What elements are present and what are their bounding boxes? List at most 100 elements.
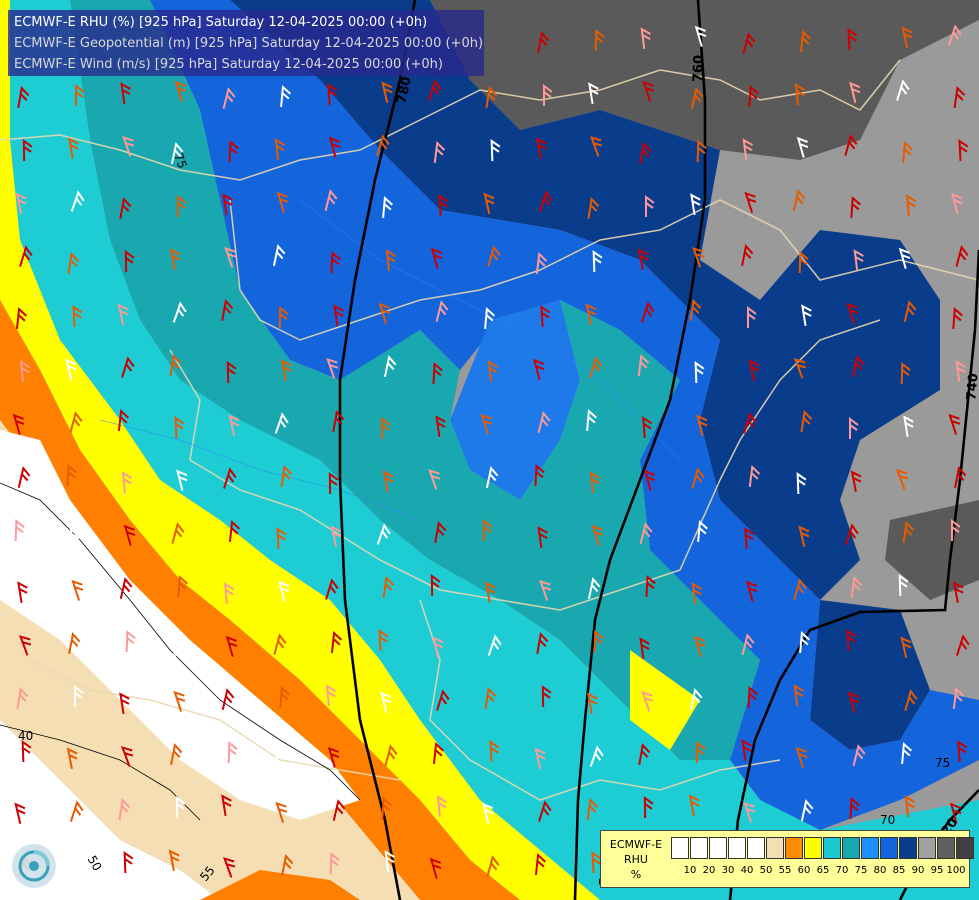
wind-barb-icon [487,634,502,656]
wind-barb-icon [534,852,547,876]
wind-barb-icon [280,464,293,488]
wind-barb-icon [688,794,700,817]
wind-barb-icon [435,300,449,322]
wind-barb-icon [174,416,185,439]
wind-barb-icon [638,743,651,766]
legend-level-label: 95 [930,865,944,876]
wind-barb-icon [643,796,654,819]
wind-barb-icon [327,83,338,106]
wind-barb-icon [276,191,289,213]
wind-barb-icon [694,361,705,384]
wind-barb-icon [796,472,807,495]
wind-barb-icon [643,469,656,491]
wind-barb-icon [745,580,758,602]
wind-barb-icon [383,355,397,377]
wind-barb-icon [168,849,180,872]
wind-barb-icon [280,84,291,108]
legend-level-label: 85 [892,865,906,876]
wind-barb-icon [793,684,805,707]
wind-barb-icon [641,690,654,712]
wind-barb-icon [800,409,813,433]
wind-barb-icon [118,797,131,821]
wind-barb-icon [639,522,653,544]
wind-barb-icon [645,195,655,217]
wind-barb-icon [748,359,760,382]
wind-barb-icon [537,411,551,433]
wind-barb-icon [900,361,911,385]
wind-barb-icon [176,796,186,818]
wind-barb-icon [435,415,446,438]
wind-barb-icon [901,741,912,765]
wind-barb-icon [645,574,656,598]
wind-barb-icon [642,80,655,102]
wind-barb-icon [903,415,914,438]
wind-barb-icon [123,524,136,546]
rhu-label-70: 70 [880,813,895,827]
wind-barb-icon [222,857,236,878]
rhu-label-75a: 75 [171,151,189,170]
legend-level-label: 70 [835,865,849,876]
wind-barb-icon [117,408,130,432]
wind-barb-icon [17,581,28,604]
wind-barb-icon [221,299,234,322]
wind-barb-icon [223,467,237,489]
wind-barb-icon [955,360,966,383]
wind-barb-icon [484,306,495,330]
wind-barb-icon [66,747,78,770]
wind-barb-icon [853,249,864,272]
wind-barb-icon [332,410,345,433]
wind-barb-icon [22,139,33,162]
wind-barb-icon [849,417,859,439]
wind-barb-icon [327,746,340,768]
wind-barb-icon [330,525,342,547]
wind-barb-icon [742,412,757,434]
wind-barb-icon [742,32,756,54]
legend-swatch [804,837,822,859]
wind-barb-icon [69,526,80,549]
wind-barb-icon [844,134,858,156]
wind-barb-icon [170,743,183,766]
legend-level-label: 100 [946,865,966,876]
wind-barb-icon [436,795,448,818]
rhu-label-40: 40 [18,729,33,743]
legend-level-label: 20 [702,865,716,876]
wind-barb-icon [691,247,705,268]
wind-barb-icon [123,851,134,874]
wind-barb-icon [852,744,866,766]
wind-barb-icon [955,634,970,656]
wind-barb-icon [588,82,599,105]
wind-barb-icon [70,190,85,212]
wind-barb-icon [328,136,341,158]
wind-barb-icon [74,685,84,707]
wind-barb-icon [482,802,494,824]
wind-barb-icon [385,249,397,272]
wind-barb-icon [226,361,237,384]
wind-barb-icon [438,194,449,217]
wind-barb-icon [120,82,131,105]
wind-barb-icon [847,28,858,51]
wind-barb-icon [535,251,548,275]
wind-barb-icon [74,83,85,107]
wind-barb-icon [330,250,341,274]
wind-barb-icon [174,80,187,102]
wind-barb-icon [691,467,705,489]
wind-barb-icon [747,306,757,328]
wind-barb-icon [428,468,441,490]
wind-barb-icon [120,746,134,767]
legend-param: RHU [624,853,648,866]
legend-title: ECMWF-E RHU % [605,837,667,882]
wind-barb-icon [381,81,393,103]
wind-barb-icon [66,852,79,876]
legend-swatch [956,837,974,859]
wind-barb-icon [792,189,806,211]
wind-barb-icon [896,79,910,101]
wind-barb-icon [433,140,446,164]
wind-barb-icon [586,692,598,715]
legend-swatch [747,837,765,859]
wind-barb-icon [273,633,287,655]
wind-barb-icon [124,250,135,273]
wind-barb-icon [697,519,708,543]
wind-barb-icon [535,137,547,160]
wind-barb-icon [16,686,29,710]
